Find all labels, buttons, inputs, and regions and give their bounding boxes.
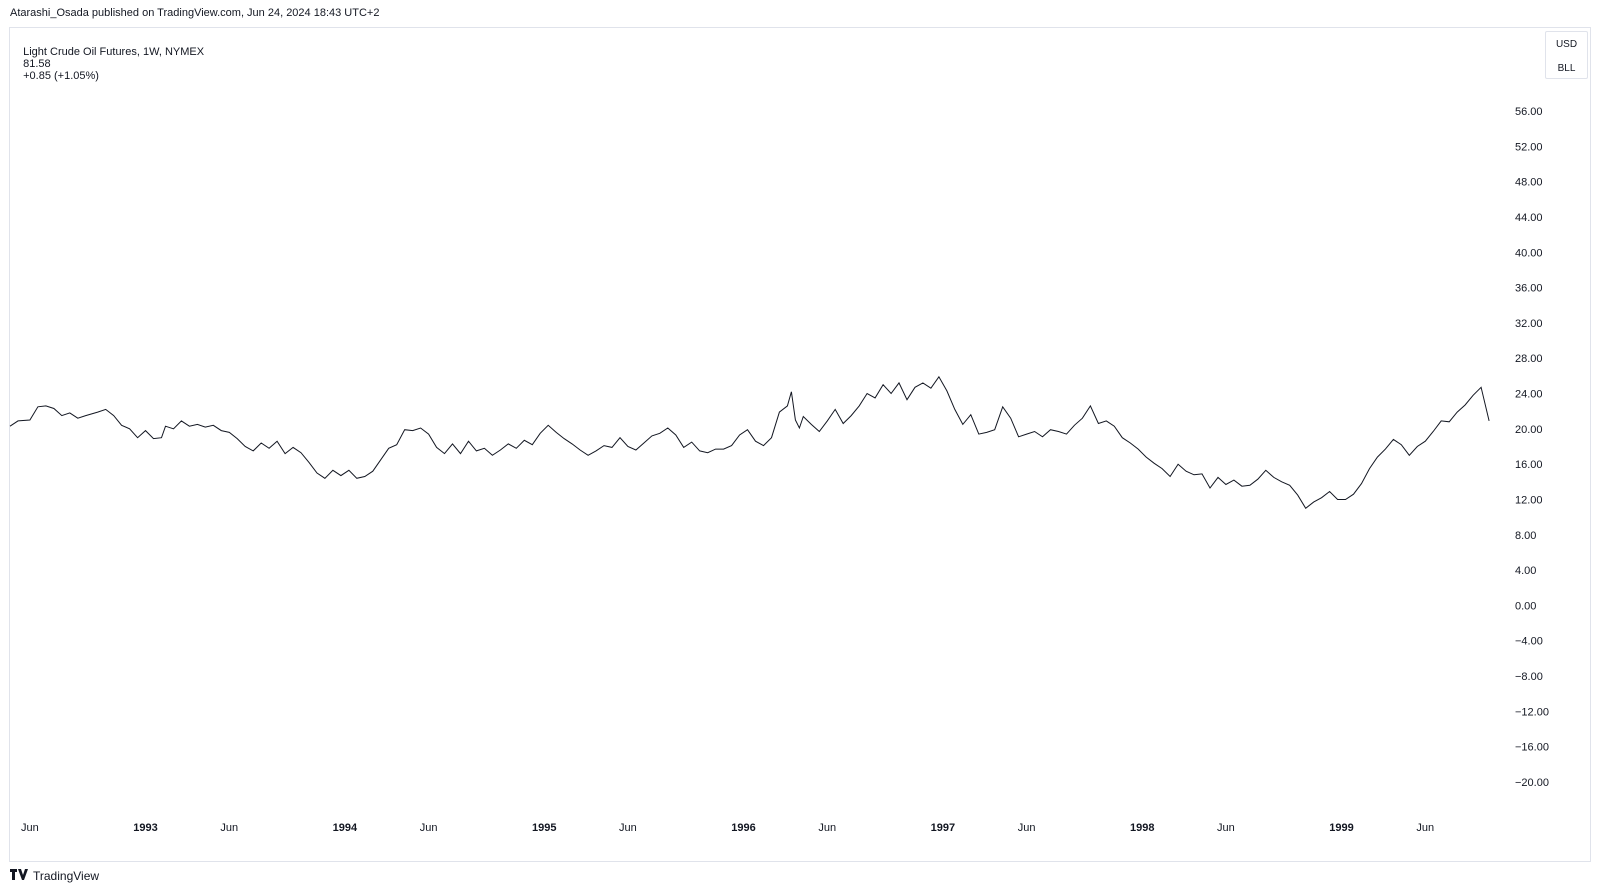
- scale-badges[interactable]: USD BLL: [1545, 31, 1588, 79]
- attribution-text: Atarashi_Osada published on TradingView.…: [10, 7, 380, 19]
- unit-badge[interactable]: BLL: [1557, 63, 1576, 74]
- y-tick-label: −16.00: [1515, 742, 1549, 754]
- x-tick-label: Jun: [1018, 822, 1036, 834]
- y-tick-label: 52.00: [1515, 141, 1543, 153]
- x-tick-label: Jun: [220, 822, 238, 834]
- x-tick-label: Jun: [619, 822, 637, 834]
- x-tick-label: 1996: [731, 822, 755, 834]
- brand-name: TradingView: [33, 869, 100, 883]
- x-tick-label: Jun: [818, 822, 836, 834]
- tradingview-logo-icon: [10, 869, 30, 883]
- y-tick-label: −20.00: [1515, 777, 1549, 789]
- x-tick-label: 1993: [133, 822, 157, 834]
- x-tick-label: 1995: [532, 822, 556, 834]
- y-tick-label: 56.00: [1515, 106, 1543, 118]
- x-tick-label: Jun: [1416, 822, 1434, 834]
- x-tick-label: Jun: [420, 822, 438, 834]
- chart-frame: [9, 27, 1591, 862]
- y-tick-label: 48.00: [1515, 177, 1543, 189]
- y-tick-label: 16.00: [1515, 459, 1543, 471]
- tradingview-logo[interactable]: TradingView: [10, 869, 99, 883]
- x-tick-label: 1994: [333, 822, 358, 834]
- price-scale[interactable]: 56.00 52.00 48.00 44.00 40.00 36.00 32.00 28.00…: [1515, 106, 1549, 789]
- price-line: [9, 375, 1490, 510]
- x-tick-label: 1999: [1329, 822, 1353, 834]
- y-tick-label: −8.00: [1515, 671, 1543, 683]
- last-price: 81.58: [23, 58, 51, 70]
- y-tick-label: 4.00: [1515, 565, 1536, 577]
- x-tick-label: 1997: [931, 822, 955, 834]
- x-tick-label: Jun: [1217, 822, 1235, 834]
- y-tick-label: 28.00: [1515, 353, 1543, 365]
- symbol-legend[interactable]: Light Crude Oil Futures, 1W, NYMEX 81.58…: [17, 34, 208, 82]
- y-tick-label: 12.00: [1515, 494, 1543, 506]
- y-tick-label: 20.00: [1515, 424, 1543, 436]
- price-change: +0.85 (+1.05%): [23, 70, 99, 82]
- y-tick-label: −12.00: [1515, 706, 1549, 718]
- y-tick-label: 0.00: [1515, 600, 1536, 612]
- symbol-title[interactable]: Light Crude Oil Futures, 1W, NYMEX: [23, 46, 205, 58]
- y-tick-label: 40.00: [1515, 247, 1543, 259]
- x-tick-label: Jun: [21, 822, 39, 834]
- y-tick-label: 8.00: [1515, 530, 1536, 542]
- y-tick-label: −4.00: [1515, 636, 1543, 648]
- y-tick-label: 24.00: [1515, 389, 1543, 401]
- y-tick-label: 32.00: [1515, 318, 1543, 330]
- x-tick-label: 1998: [1130, 822, 1154, 834]
- currency-badge[interactable]: USD: [1555, 39, 1578, 50]
- time-scale[interactable]: Jun 1993 Jun 1994 Jun 1995 Jun 1996 Jun 1997 Jun 19…: [21, 822, 1434, 834]
- y-tick-label: 36.00: [1515, 283, 1543, 295]
- y-tick-label: 44.00: [1515, 212, 1543, 224]
